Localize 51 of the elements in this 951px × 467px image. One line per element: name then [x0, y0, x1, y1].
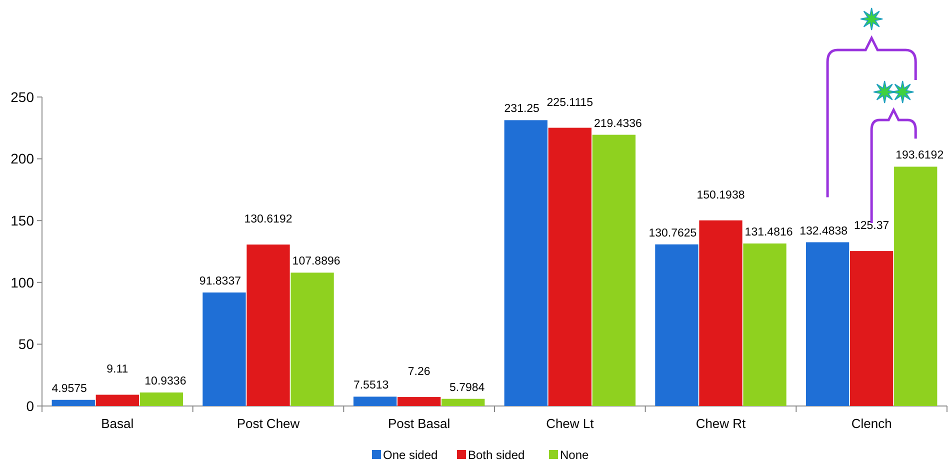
- data-label: 5.7984: [450, 382, 486, 394]
- bar: [202, 292, 246, 406]
- legend-label: None: [560, 448, 590, 462]
- bar: [504, 120, 548, 406]
- data-label: 225.1115: [546, 96, 594, 109]
- data-label: 219.4336: [594, 118, 642, 130]
- data-label: 130.7625: [648, 227, 697, 240]
- bar: [548, 128, 592, 406]
- bar: [290, 272, 334, 406]
- x-tick-label: Chew Lt: [546, 416, 594, 431]
- x-tick-label: Basal: [101, 416, 134, 431]
- x-tick-label: Chew Rt: [696, 416, 746, 431]
- y-tick-label: 150: [10, 212, 34, 228]
- data-label: 231.25: [504, 103, 540, 116]
- data-label: 125.37: [854, 220, 890, 232]
- data-label: 132.4838: [800, 225, 848, 238]
- data-label: 107.8896: [292, 256, 340, 268]
- data-label: 4.9575: [52, 382, 87, 395]
- bar: [894, 166, 938, 406]
- data-label: 193.6192: [896, 150, 944, 162]
- bar: [699, 220, 742, 406]
- data-label: 131.4816: [744, 226, 793, 238]
- bar: [52, 400, 95, 406]
- bar: [655, 244, 698, 406]
- y-tick-label: 0: [26, 398, 34, 414]
- data-label: 7.26: [408, 366, 430, 378]
- y-tick-label: 250: [10, 88, 34, 105]
- bar: [140, 392, 184, 406]
- x-tick-label: Post Basal: [388, 416, 450, 431]
- data-label: 7.5513: [353, 380, 389, 392]
- data-label: 130.6192: [244, 214, 292, 226]
- data-label: 9.11: [106, 364, 128, 376]
- bar: [398, 397, 441, 406]
- bar: [850, 251, 894, 406]
- x-tick-label: Post Chew: [236, 416, 300, 431]
- data-label: 91.8337: [199, 275, 242, 288]
- bar: [592, 134, 636, 406]
- y-tick-label: 50: [18, 336, 34, 352]
- y-tick-label: 200: [10, 150, 34, 167]
- bar: [96, 394, 139, 406]
- legend-label: Both sided: [468, 448, 525, 462]
- x-tick-label: Clench: [851, 416, 892, 431]
- bar: [442, 398, 485, 406]
- data-label: 150.1938: [696, 189, 745, 202]
- bar: [806, 242, 850, 406]
- data-label: 10.9336: [144, 375, 186, 388]
- y-tick-label: 100: [10, 274, 34, 290]
- bar: [743, 243, 786, 406]
- bar: [353, 396, 397, 406]
- legend-label: One sided: [383, 448, 438, 462]
- bar: [246, 244, 290, 406]
